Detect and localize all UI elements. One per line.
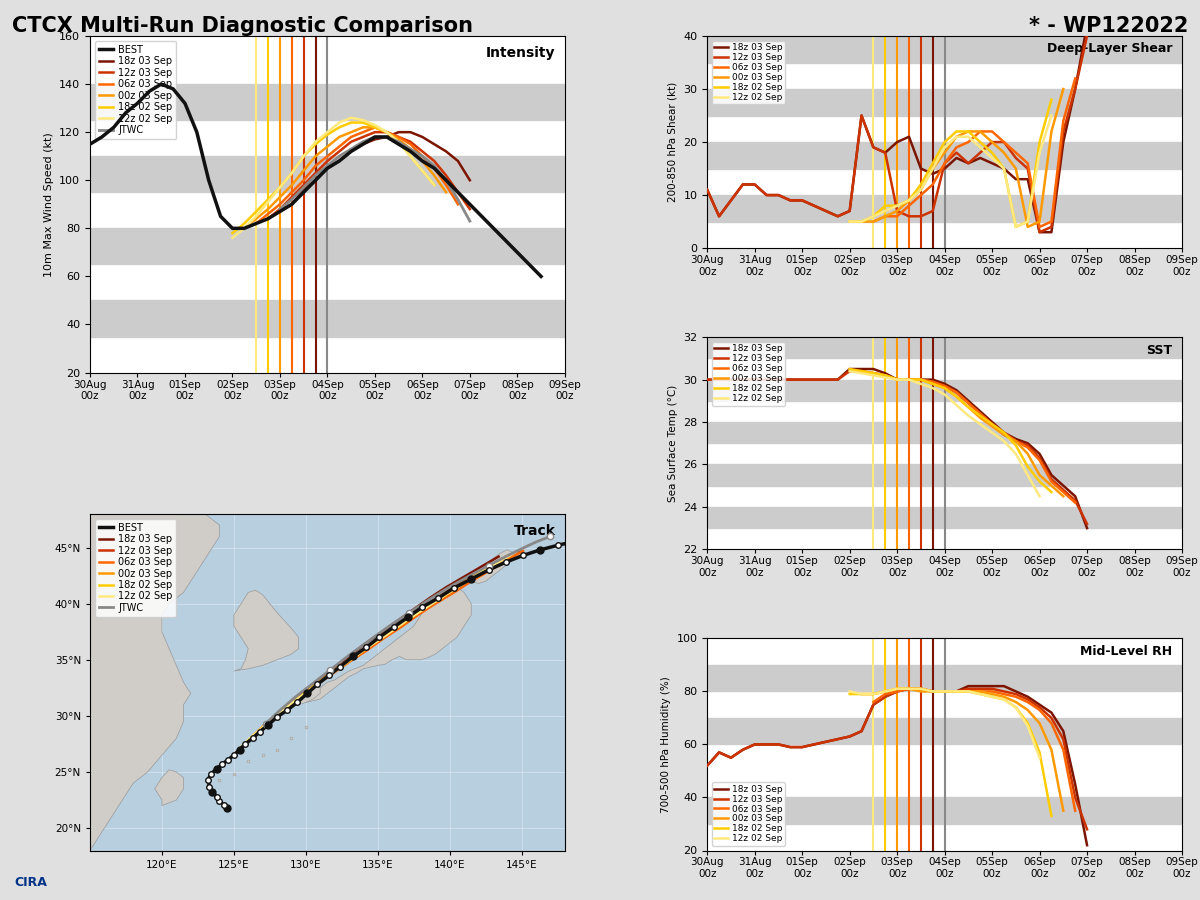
- Y-axis label: 200-850 hPa Shear (kt): 200-850 hPa Shear (kt): [668, 82, 678, 202]
- Legend: 18z 03 Sep, 12z 03 Sep, 06z 03 Sep, 00z 03 Sep, 18z 02 Sep, 12z 02 Sep: 18z 03 Sep, 12z 03 Sep, 06z 03 Sep, 00z …: [712, 40, 785, 104]
- Bar: [90, 229, 565, 265]
- Bar: [707, 464, 1182, 486]
- Bar: [90, 157, 565, 193]
- Bar: [707, 142, 1182, 168]
- Y-axis label: Sea Surface Temp (°C): Sea Surface Temp (°C): [667, 384, 678, 502]
- Y-axis label: 10m Max Wind Speed (kt): 10m Max Wind Speed (kt): [43, 132, 54, 276]
- Bar: [707, 665, 1182, 691]
- Text: Intensity: Intensity: [486, 46, 556, 60]
- Bar: [707, 89, 1182, 115]
- Text: * - WP122022: * - WP122022: [1028, 16, 1188, 36]
- Bar: [707, 338, 1182, 358]
- Text: CIRA: CIRA: [14, 877, 47, 889]
- Bar: [90, 84, 565, 120]
- Bar: [707, 718, 1182, 744]
- Bar: [707, 507, 1182, 528]
- Text: Deep-Layer Shear: Deep-Layer Shear: [1048, 42, 1172, 56]
- Polygon shape: [457, 550, 515, 587]
- Polygon shape: [90, 514, 220, 850]
- Bar: [707, 380, 1182, 400]
- Bar: [707, 195, 1182, 221]
- Bar: [707, 797, 1182, 824]
- Legend: 18z 03 Sep, 12z 03 Sep, 06z 03 Sep, 00z 03 Sep, 18z 02 Sep, 12z 02 Sep: 18z 03 Sep, 12z 03 Sep, 06z 03 Sep, 00z …: [712, 782, 785, 846]
- Text: CTCX Multi-Run Diagnostic Comparison: CTCX Multi-Run Diagnostic Comparison: [12, 16, 473, 36]
- Legend: BEST, 18z 03 Sep, 12z 03 Sep, 06z 03 Sep, 00z 03 Sep, 18z 02 Sep, 12z 02 Sep, JT: BEST, 18z 03 Sep, 12z 03 Sep, 06z 03 Sep…: [95, 40, 176, 139]
- Legend: 18z 03 Sep, 12z 03 Sep, 06z 03 Sep, 00z 03 Sep, 18z 02 Sep, 12z 02 Sep: 18z 03 Sep, 12z 03 Sep, 06z 03 Sep, 00z …: [712, 342, 785, 406]
- Bar: [707, 422, 1182, 444]
- Bar: [90, 301, 565, 337]
- Text: Track: Track: [514, 524, 556, 538]
- Y-axis label: 700-500 hPa Humidity (%): 700-500 hPa Humidity (%): [661, 676, 671, 813]
- Polygon shape: [292, 685, 320, 705]
- Polygon shape: [155, 770, 184, 806]
- Text: SST: SST: [1146, 344, 1172, 356]
- Polygon shape: [306, 587, 472, 702]
- Polygon shape: [234, 590, 299, 671]
- Legend: BEST, 18z 03 Sep, 12z 03 Sep, 06z 03 Sep, 00z 03 Sep, 18z 02 Sep, 12z 02 Sep, JT: BEST, 18z 03 Sep, 12z 03 Sep, 06z 03 Sep…: [95, 518, 176, 617]
- Text: Mid-Level RH: Mid-Level RH: [1080, 644, 1172, 658]
- Bar: [707, 36, 1182, 62]
